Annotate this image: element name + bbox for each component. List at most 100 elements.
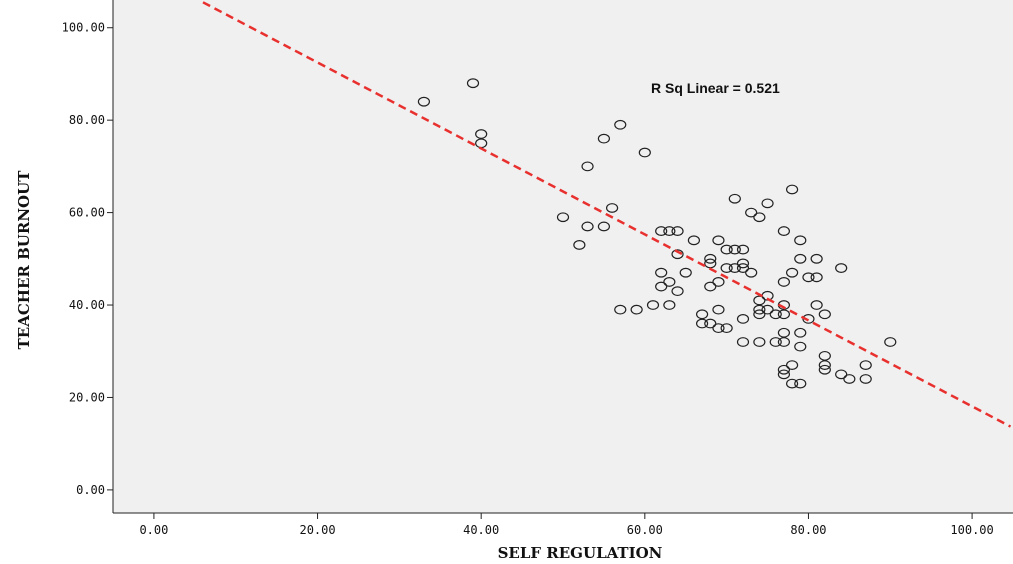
x-tick-label: 0.00 [139,523,168,537]
data-point [712,277,725,287]
data-point [597,221,611,232]
data-point [638,147,651,158]
data-point [704,281,717,292]
r-squared-annotation: R Sq Linear = 0.521 [651,80,780,96]
data-point [646,300,660,310]
data-point [785,360,799,371]
x-axis-title: SELF REGULATION [498,544,663,562]
data-point [777,337,791,347]
data-point [859,374,872,384]
data-point [802,272,815,283]
data-point [761,304,774,315]
data-point [573,240,586,250]
data-point [475,129,488,139]
y-tick-label: 100.00 [62,21,105,35]
x-axis: 0.00 20.00 40.00 60.00 80.00 100.00 [113,512,1013,537]
data-point [884,337,897,347]
data-point [818,350,831,361]
data-point [777,327,791,338]
data-point [687,235,701,246]
data-point [581,161,594,172]
data-point [720,323,733,334]
data-point [818,364,831,375]
data-point [695,318,709,329]
data-point [745,207,758,218]
x-tick-label: 80.00 [790,523,826,537]
data-point [720,263,733,273]
data-point [859,360,872,371]
data-points [417,78,897,389]
data-point [466,78,480,89]
data-point [728,193,741,204]
data-point [810,253,823,264]
x-tick-label: 100.00 [950,523,993,537]
data-point [712,323,725,334]
data-point [556,212,570,223]
data-point [794,253,807,264]
data-point [655,281,668,292]
y-tick-label: 20.00 [69,390,105,404]
data-point [777,309,791,320]
data-point [769,309,782,320]
data-point [761,198,774,209]
data-point [785,267,799,278]
y-tick-label: 40.00 [69,298,105,312]
data-point [794,341,807,352]
data-point [704,318,717,329]
data-point [712,304,725,315]
y-axis: 0.00 20.00 40.00 60.00 80.00 100.00 [62,0,114,513]
y-tick-label: 0.00 [76,483,105,497]
data-point [753,309,766,320]
data-point [736,337,750,347]
data-point [704,253,717,264]
data-point [695,309,709,320]
data-point [679,267,692,278]
x-tick-label: 40.00 [463,523,499,537]
data-point [671,286,684,297]
data-point [753,337,766,347]
data-point [794,235,807,246]
data-point [753,304,766,315]
data-point [663,226,676,236]
data-point [417,96,431,107]
data-point [835,263,848,273]
data-point [712,235,725,246]
data-point [753,212,766,223]
data-point [769,337,782,347]
data-point [818,360,831,371]
data-point [810,300,823,310]
data-point [785,184,799,195]
data-point [753,295,766,306]
data-point [630,304,643,315]
data-point [794,327,807,338]
x-tick-label: 20.00 [299,523,335,537]
data-point [794,378,807,389]
data-point [663,277,676,287]
data-point [843,374,856,384]
data-point [655,267,668,278]
y-tick-label: 80.00 [69,113,105,127]
plot-area [113,0,1013,513]
data-point [614,304,627,315]
data-point [671,226,684,236]
data-point [736,313,750,324]
data-point [720,244,733,255]
data-point [818,309,831,320]
data-point [671,249,684,260]
data-point [663,300,676,310]
data-point [810,272,823,283]
data-point [614,119,627,130]
y-tick-label: 60.00 [69,206,105,220]
data-point [745,267,758,278]
data-point [605,203,619,213]
data-point [736,258,750,269]
data-point [777,226,791,236]
data-point [728,263,741,273]
data-point [736,244,750,255]
data-point [736,263,750,273]
data-point [785,378,799,389]
data-point [835,369,848,380]
x-tick-label: 60.00 [627,523,663,537]
data-point [655,226,668,236]
